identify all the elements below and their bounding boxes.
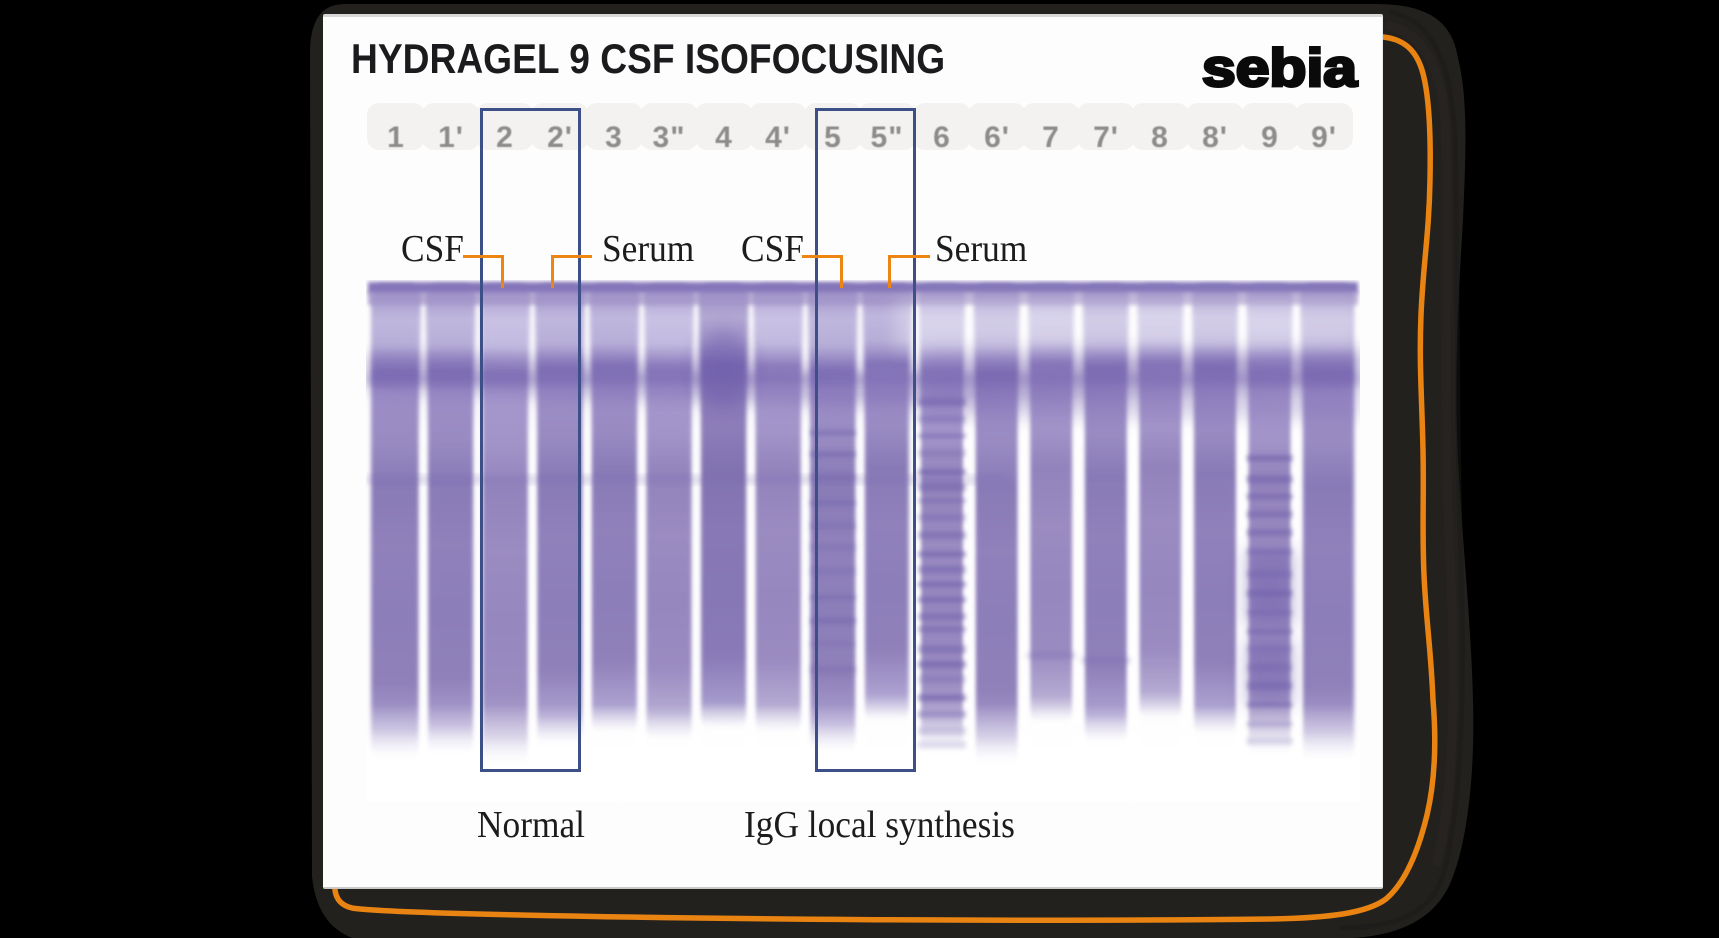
svg-text:sebia: sebia	[1202, 39, 1358, 98]
